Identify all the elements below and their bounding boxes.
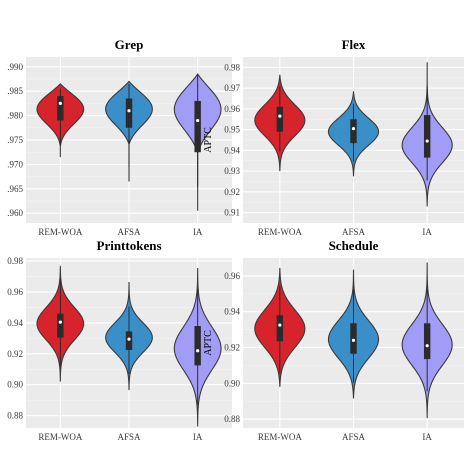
x-tick-label: AFSA — [342, 432, 366, 442]
median-point — [196, 118, 200, 123]
iqr-box — [194, 100, 201, 153]
median-point — [127, 337, 131, 341]
iqr-box — [57, 96, 64, 121]
x-tick-label: IA — [422, 432, 432, 442]
median-point — [278, 114, 282, 118]
x-tick-label: REM-WOA — [258, 432, 302, 442]
y-tick-label: 0.94 — [7, 318, 23, 328]
y-tick-label: 0.93 — [224, 166, 240, 176]
median-point — [196, 349, 200, 353]
y-axis-label: APTC — [203, 127, 214, 153]
y-tick-label: 0.88 — [7, 411, 23, 421]
iqr-box — [125, 98, 133, 128]
y-tick-label: 0.96 — [224, 271, 240, 281]
y-tick-label: 0.96 — [7, 287, 23, 297]
y-tick-label: 0.90 — [7, 380, 23, 390]
y-tick-label: .970 — [7, 159, 23, 169]
median-point — [425, 139, 429, 143]
panel-flex: 0.91 0.92 0.93 0.94 0.95 0.96 0.97 0.98 REM-WOA A… — [203, 37, 464, 237]
y-tick-label: 0.98 — [7, 256, 23, 266]
panel-grep: .960 .965 .970 .975 .980 .985 .990 REM-WOA AFSA I… — [7, 37, 232, 237]
iqr-box — [194, 326, 201, 366]
x-tick-label: AFSA — [342, 227, 366, 237]
iqr-box — [57, 313, 64, 338]
iqr-box — [423, 115, 431, 158]
median-point — [58, 101, 62, 105]
x-tick-label: REM-WOA — [258, 227, 302, 237]
y-tick-label: .980 — [7, 111, 23, 121]
y-axis-label: APTC — [203, 330, 214, 356]
median-point — [351, 338, 356, 342]
x-tick-label: IA — [193, 432, 203, 442]
y-tick-label: .975 — [7, 135, 23, 145]
y-tick-label: .990 — [7, 62, 23, 72]
y-tick-label: 0.92 — [7, 349, 23, 359]
y-tick-label: 0.92 — [224, 187, 240, 197]
x-tick-label: IA — [422, 227, 432, 237]
panel-title: Grep — [115, 37, 144, 52]
y-tick-label: 0.97 — [224, 83, 240, 93]
iqr-box — [350, 119, 357, 144]
iqr-box — [423, 323, 431, 360]
y-tick-label: .985 — [7, 86, 23, 96]
median-point — [58, 320, 62, 324]
y-tick-label: 0.94 — [224, 145, 240, 155]
y-tick-label: 0.98 — [224, 62, 240, 72]
iqr-box — [276, 315, 284, 342]
iqr-box — [276, 106, 284, 132]
panel-title: Flex — [342, 37, 366, 52]
iqr-box — [350, 323, 357, 354]
x-tick-label: REM-WOA — [38, 432, 82, 442]
y-tick-label: 0.88 — [224, 414, 240, 424]
panel-title: Schedule — [329, 238, 379, 253]
median-point — [278, 323, 282, 327]
x-tick-label: IA — [193, 227, 203, 237]
y-tick-label: 0.96 — [224, 104, 240, 114]
median-point — [127, 109, 131, 113]
y-tick-label: .965 — [7, 184, 23, 194]
panel-title: Printtokens — [97, 238, 162, 253]
median-point — [351, 126, 356, 131]
y-tick-label: 0.90 — [224, 378, 240, 388]
y-tick-label: .960 — [7, 208, 23, 218]
median-point — [425, 344, 429, 348]
y-tick-label: 0.92 — [224, 342, 240, 352]
x-tick-label: REM-WOA — [38, 227, 82, 237]
x-tick-label: AFSA — [117, 227, 141, 237]
y-tick-label: 0.95 — [224, 125, 240, 135]
x-tick-label: AFSA — [117, 432, 141, 442]
panel-schedule: 0.88 0.90 0.92 0.94 0.96 REM-WOA AFSA IA Schedul… — [203, 238, 464, 442]
y-tick-label: 0.94 — [224, 307, 240, 317]
panel-printtokens: 0.88 0.90 0.92 0.94 0.96 0.98 REM-WOA AFSA IA Pri… — [7, 238, 232, 442]
y-tick-label: 0.91 — [224, 208, 240, 218]
